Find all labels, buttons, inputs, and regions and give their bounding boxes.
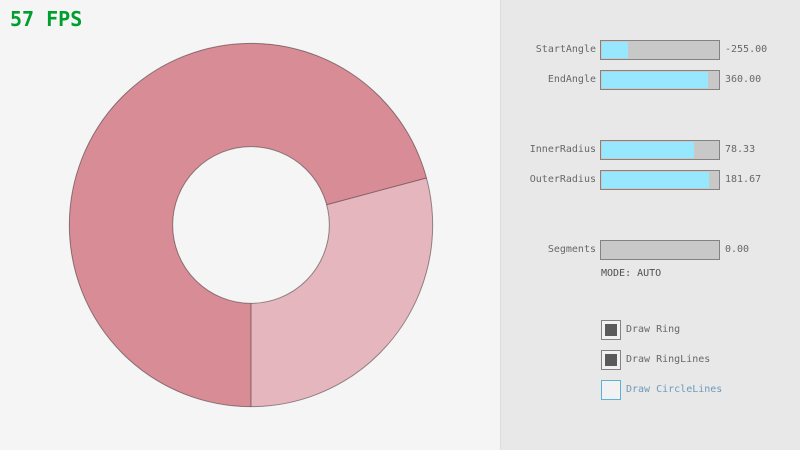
draw-ring-label: Draw Ring [626, 324, 681, 335]
outerradius-slider-fill [602, 172, 709, 188]
fps-counter: 57 FPS [10, 7, 83, 31]
endangle-label: EndAngle [547, 74, 596, 85]
segments-mode-text: MODE: AUTO [601, 268, 662, 279]
checkbox-row-draw-ringlines: Draw RingLines [501, 350, 800, 370]
slider-row-segments: Segments 0.00 [501, 240, 800, 260]
draw-ring-checkbox[interactable] [601, 320, 621, 340]
outerradius-label: OuterRadius [529, 174, 596, 185]
innerradius-value: 78.33 [725, 144, 756, 155]
slider-row-outerradius: OuterRadius 181.67 [501, 170, 800, 190]
slider-row-innerradius: InnerRadius 78.33 [501, 140, 800, 160]
ring-drawing [68, 42, 434, 408]
outerradius-value: 181.67 [725, 174, 762, 185]
segments-label: Segments [547, 244, 596, 255]
endangle-slider-fill [602, 72, 708, 88]
outerradius-slider[interactable] [600, 170, 720, 190]
draw-circlelines-checkbox[interactable] [601, 380, 621, 400]
endangle-value: 360.00 [725, 74, 762, 85]
innerradius-slider-fill [602, 142, 694, 158]
checkbox-row-draw-circlelines: Draw CircleLines [501, 380, 800, 400]
checkmark-icon [605, 324, 617, 336]
endangle-slider[interactable] [600, 70, 720, 90]
segments-slider[interactable] [600, 240, 720, 260]
startangle-label: StartAngle [535, 44, 596, 55]
slider-row-endangle: EndAngle 360.00 [501, 70, 800, 90]
checkbox-row-draw-ring: Draw Ring [501, 320, 800, 340]
draw-circlelines-label: Draw CircleLines [626, 384, 723, 395]
startangle-slider-fill [602, 42, 628, 58]
startangle-value: -255.00 [725, 44, 768, 55]
draw-ringlines-checkbox[interactable] [601, 350, 621, 370]
controls-panel: StartAngle -255.00 EndAngle 360.00 Inner… [500, 0, 800, 450]
draw-ringlines-label: Draw RingLines [626, 354, 711, 365]
innerradius-slider[interactable] [600, 140, 720, 160]
checkmark-icon [605, 354, 617, 366]
segments-value: 0.00 [725, 244, 750, 255]
startangle-slider[interactable] [600, 40, 720, 60]
innerradius-label: InnerRadius [529, 144, 596, 155]
slider-row-startangle: StartAngle -255.00 [501, 40, 800, 60]
